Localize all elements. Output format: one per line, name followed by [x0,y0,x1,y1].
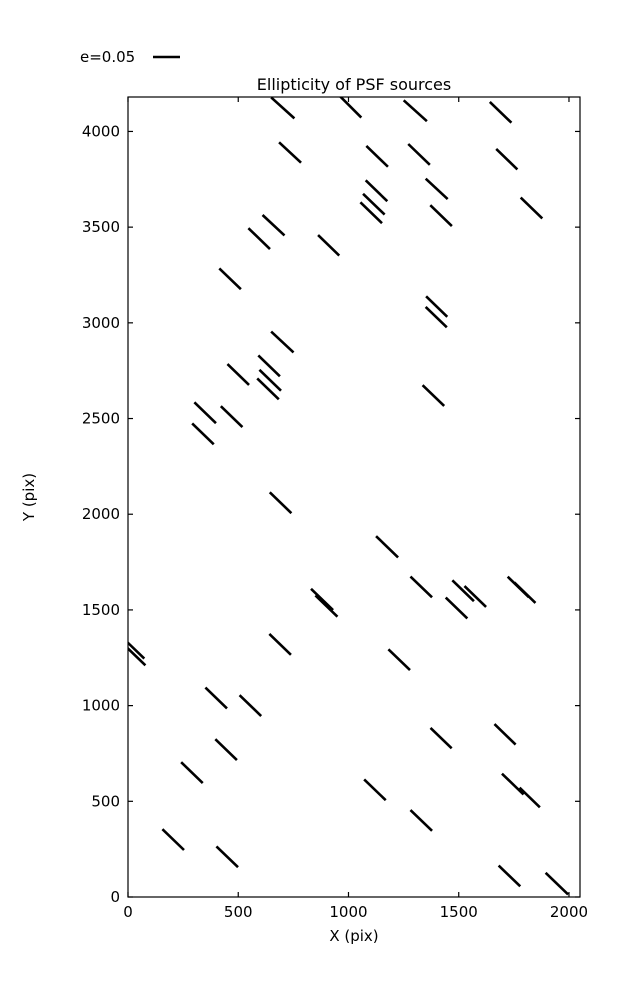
psf-whisker [128,641,146,660]
psf-whisker [501,772,525,796]
psf-whisker [219,405,244,428]
psf-whisker [519,196,544,220]
psf-whisker [544,871,569,896]
psf-whisker [518,786,541,809]
psf-whisker [161,828,185,851]
psf-whisker [444,596,469,620]
psf-whisker [364,179,389,203]
y-axis: 0 500 1000 1500 2000 2500 3000 3500 4000 [82,122,580,906]
y-tick-label: 2500 [82,410,120,428]
y-tick-label: 0 [110,888,120,906]
psf-whisker [488,100,513,124]
psf-whisker [270,330,295,354]
psf-whisker [270,97,296,120]
page-title: Ellipticity of PSF sources [257,75,451,94]
psf-whisker [429,727,453,750]
psf-whisker [495,148,519,171]
y-tick-label: 3000 [82,314,120,332]
y-tick-label: 500 [91,792,120,810]
psf-whisker [424,177,449,201]
psf-whisker [362,192,386,216]
psf-whisker [363,778,387,802]
psf-whisker [218,267,242,291]
psf-whisker [226,363,250,386]
x-axis-title: X (pix) [329,927,378,945]
y-tick-label: 3500 [82,218,120,236]
psf-whisker [425,295,449,318]
psf-whisker [258,368,282,392]
psf-whisker [402,99,428,123]
psf-whisker [204,686,228,710]
psf-whisker [215,845,239,869]
psf-whisker [278,141,302,164]
psf-whisker [513,581,537,604]
psf-whisker [314,594,339,618]
psf-whisker [409,575,433,599]
whisker-data-layer [128,97,569,896]
psf-whisker [128,646,147,667]
psf-whisker [268,633,292,656]
axes-frame [127,96,581,898]
psf-whisker [463,585,487,608]
y-tick-label: 2000 [82,505,120,523]
psf-whisker [214,738,238,761]
x-tick-label: 1500 [440,903,478,921]
psf-whisker [365,144,389,168]
x-tick-label: 500 [224,903,253,921]
psf-whisker [451,579,475,603]
x-axis: 0 500 1000 1500 2000 [123,97,588,921]
psf-whisker [238,694,263,717]
x-tick-label: 2000 [550,903,588,921]
legend-label: e=0.05 [80,48,135,66]
psf-whisker [268,491,293,515]
psf-whisker [375,535,399,559]
y-tick-label: 4000 [82,122,120,140]
psf-whisker [424,305,448,329]
psf-whisker [191,422,215,446]
psf-whisker [317,234,341,257]
psf-whisker [247,227,271,250]
y-axis-title: Y (pix) [20,473,38,522]
psf-whisker [493,723,517,746]
psf-whisker [180,761,204,784]
psf-whisker [256,377,280,401]
psf-whisker [257,354,281,378]
psf-whisker [429,204,453,228]
y-tick-label: 1000 [82,697,120,715]
x-tick-label: 0 [123,903,133,921]
psf-whisker [359,201,383,225]
legend-group: e=0.05 [80,48,180,66]
x-tick-label: 1000 [329,903,367,921]
psf-whisker [497,864,522,888]
psf-whisker [193,401,217,425]
psf-whisker [421,384,446,407]
psf-whisker [339,97,363,119]
psf-whisker [387,648,411,672]
psf-whisker [407,143,431,166]
y-tick-label: 1500 [82,601,120,619]
psf-whisker [409,809,433,832]
psf-whisker [310,587,334,611]
psf-whisker [261,214,286,237]
